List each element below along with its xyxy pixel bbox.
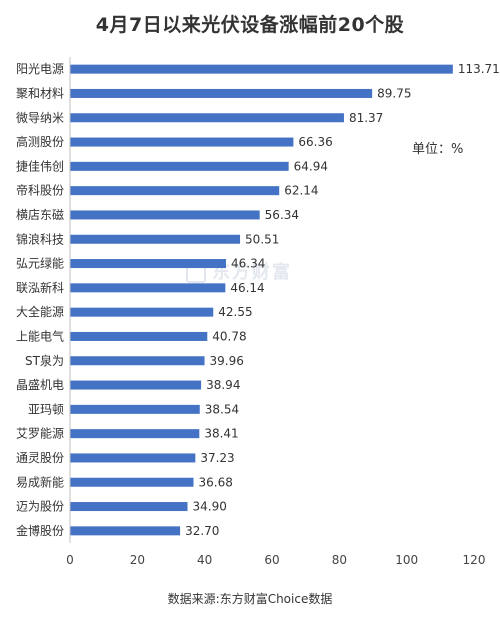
category-label: 金博股份 bbox=[16, 523, 64, 538]
value-label: 81.37 bbox=[349, 111, 383, 125]
bar bbox=[70, 404, 200, 414]
bar bbox=[70, 161, 289, 171]
category-label: 迈为股份 bbox=[16, 500, 64, 514]
value-label: 64.94 bbox=[294, 159, 328, 173]
bar bbox=[70, 283, 226, 293]
value-label: 39.96 bbox=[210, 354, 244, 368]
bar bbox=[70, 259, 227, 269]
category-label: 艾罗能源 bbox=[16, 427, 64, 441]
unit-label: 单位：% bbox=[412, 142, 464, 157]
x-tick-label: 100 bbox=[395, 553, 418, 567]
value-label: 34.90 bbox=[192, 500, 226, 514]
category-label: 微导纳米 bbox=[16, 111, 64, 125]
category-label: 锦浪科技 bbox=[16, 231, 64, 246]
category-label: 捷佳伟创 bbox=[16, 159, 64, 173]
value-label: 40.78 bbox=[212, 329, 246, 343]
value-label: 46.34 bbox=[231, 257, 265, 271]
category-label: ST泉为 bbox=[25, 354, 64, 368]
value-label: 113.71 bbox=[458, 62, 500, 76]
value-label: 50.51 bbox=[245, 232, 279, 246]
bar bbox=[70, 453, 196, 463]
value-label: 89.75 bbox=[377, 86, 411, 100]
category-label: 通灵股份 bbox=[16, 451, 64, 465]
x-tick-label: 0 bbox=[66, 553, 74, 567]
value-label: 46.14 bbox=[230, 281, 264, 295]
category-label: 上能电气 bbox=[16, 328, 64, 343]
category-label: 晶盛机电 bbox=[16, 377, 64, 392]
bar bbox=[70, 380, 202, 390]
x-tick-label: 80 bbox=[332, 553, 347, 567]
category-label: 联泓新科 bbox=[16, 280, 64, 295]
value-label: 38.94 bbox=[206, 378, 240, 392]
value-label: 62.14 bbox=[284, 184, 318, 198]
bar bbox=[70, 88, 373, 98]
bar bbox=[70, 477, 194, 487]
category-label: 阳光电源 bbox=[16, 62, 64, 76]
bar bbox=[70, 113, 344, 123]
value-label: 42.55 bbox=[218, 305, 252, 319]
bar bbox=[70, 210, 260, 220]
value-label: 37.23 bbox=[200, 451, 234, 465]
x-tick-label: 60 bbox=[264, 553, 279, 567]
bar bbox=[70, 429, 200, 439]
bar bbox=[70, 64, 453, 74]
value-label: 38.54 bbox=[205, 402, 239, 416]
value-label: 38.41 bbox=[204, 427, 238, 441]
value-label: 66.36 bbox=[298, 135, 332, 149]
category-label: 帝科股份 bbox=[16, 183, 64, 198]
source-note: 数据来源:东方财富Choice数据 bbox=[167, 592, 333, 606]
bar bbox=[70, 526, 181, 536]
category-label: 弘元绿能 bbox=[16, 256, 64, 271]
bar bbox=[70, 137, 294, 147]
category-label: 大全能源 bbox=[16, 304, 64, 319]
bar bbox=[70, 186, 280, 196]
category-label: 横店东磁 bbox=[16, 207, 64, 222]
category-label: 易成新能 bbox=[16, 474, 64, 489]
chart-title: 4月7日以来光伏设备涨幅前20个股 bbox=[95, 14, 405, 36]
category-label: 聚和材料 bbox=[16, 86, 64, 100]
value-label: 56.34 bbox=[265, 208, 299, 222]
x-tick-label: 120 bbox=[463, 553, 486, 567]
bar bbox=[70, 234, 241, 244]
bar bbox=[70, 307, 214, 317]
x-tick-label: 20 bbox=[130, 553, 145, 567]
value-label: 36.68 bbox=[198, 475, 232, 489]
category-label: 高测股份 bbox=[16, 134, 64, 149]
watermark-text: 东方财富 bbox=[212, 262, 292, 283]
bar bbox=[70, 331, 208, 341]
category-label: 亚玛顿 bbox=[28, 402, 64, 416]
x-tick-label: 40 bbox=[197, 553, 212, 567]
bar bbox=[70, 356, 205, 366]
bar bbox=[70, 502, 188, 512]
value-label: 32.70 bbox=[185, 524, 219, 538]
